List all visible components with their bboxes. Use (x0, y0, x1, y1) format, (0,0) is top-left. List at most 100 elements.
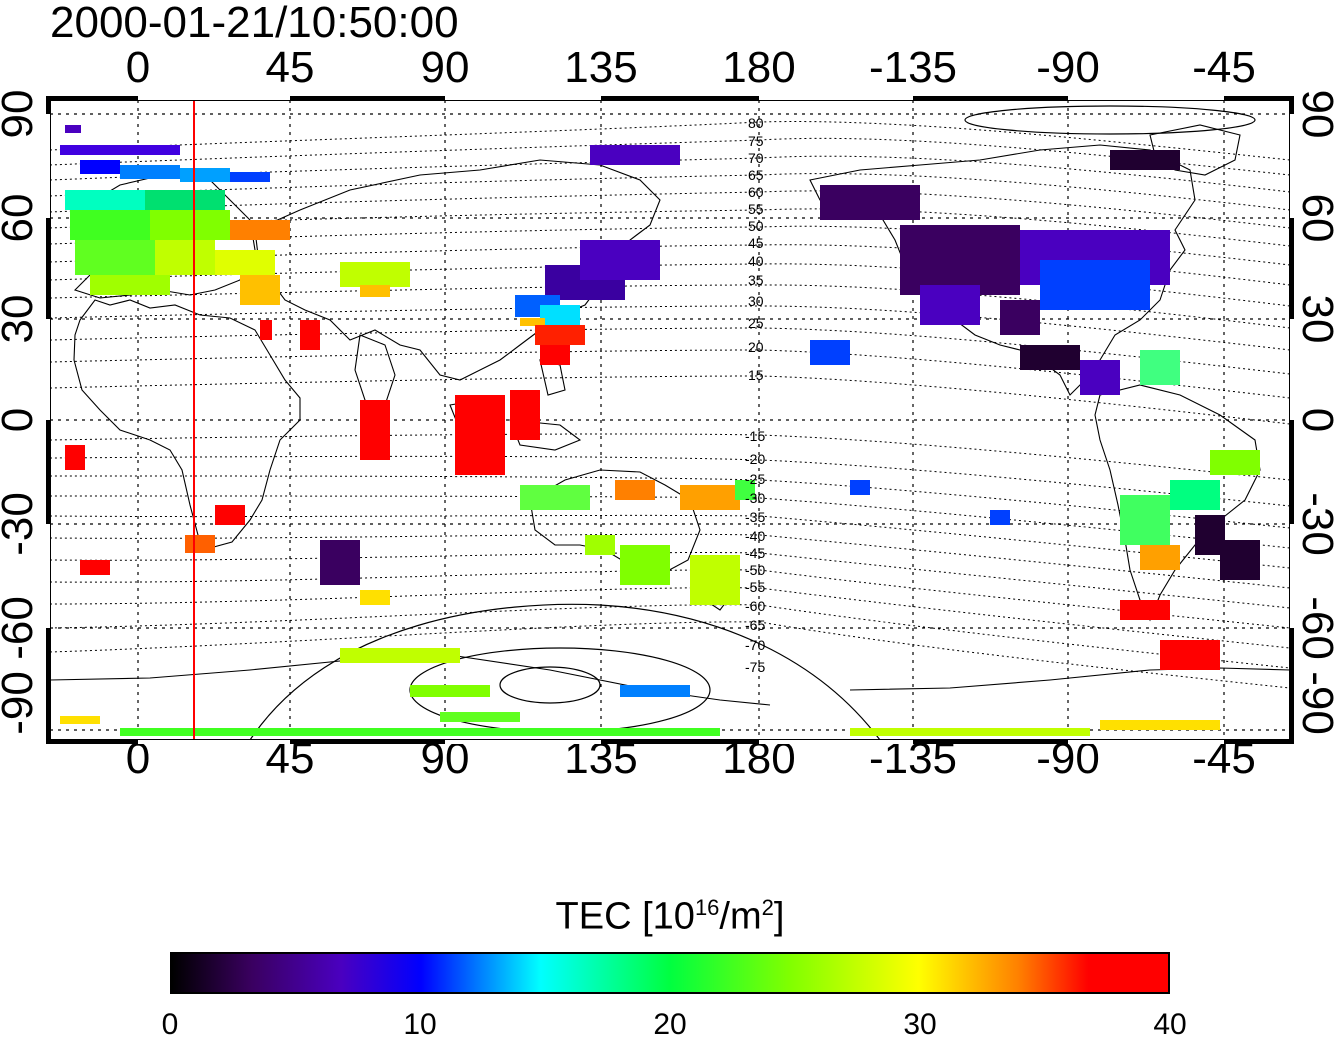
top-lon-tick: -90 (1036, 43, 1100, 92)
tec-cell (1000, 300, 1040, 335)
contour-label: 75 (748, 133, 764, 149)
frame-tick-gaps (46, 96, 1294, 744)
tec-cell (810, 340, 850, 365)
contour-label: -60 (745, 598, 765, 614)
top-lon-tick: -135 (868, 43, 958, 92)
tec-cell (620, 685, 690, 697)
contour-label: -55 (745, 579, 765, 595)
tec-cell (850, 728, 1090, 736)
colorbar-tick: 10 (403, 1008, 437, 1041)
top-lon-tick: 90 (420, 43, 470, 92)
magnetic-contours (50, 121, 1290, 689)
tec-cell (230, 172, 270, 182)
contour-label: -35 (745, 509, 765, 525)
tec-cell (1040, 260, 1150, 310)
contour-label: 40 (748, 253, 764, 269)
contour-label: 15 (748, 367, 764, 383)
colorbar (170, 952, 1170, 994)
contour-label: 20 (748, 339, 764, 355)
colorbar-label-unit-exp: 2 (761, 895, 774, 920)
tec-cell (260, 320, 272, 340)
tec-cell (1160, 640, 1220, 670)
tec-cell (360, 400, 390, 460)
tec-cell (1110, 150, 1180, 170)
contour-label: -30 (745, 490, 765, 506)
tec-cell (230, 220, 290, 240)
tec-cell (150, 210, 230, 240)
contour-label: 45 (748, 235, 764, 251)
colorbar-tick: 40 (1153, 1008, 1187, 1041)
contour-label: 60 (748, 184, 764, 200)
tec-cell (1140, 545, 1180, 570)
tec-cell (1210, 450, 1260, 475)
contour-label: -15 (745, 428, 765, 444)
tec-cell (180, 168, 230, 182)
tec-cell (90, 275, 170, 295)
top-lon-tick: 0 (125, 43, 151, 92)
top-lon-tick: -45 (1192, 43, 1256, 92)
contour-label: 55 (748, 201, 764, 217)
tec-cell (145, 190, 225, 210)
contour-label: 70 (748, 150, 764, 166)
tec-cell (615, 480, 655, 500)
tec-cell (1120, 495, 1170, 545)
contour-label: -25 (745, 471, 765, 487)
tec-cell (155, 240, 215, 275)
tec-cell (240, 275, 280, 305)
colorbar-tick: 30 (903, 1008, 937, 1041)
contour-label: 80 (748, 115, 764, 131)
tec-cell (410, 685, 490, 697)
contour-label: 50 (748, 218, 764, 234)
tec-cell (680, 485, 740, 510)
colorbar-tick: 0 (161, 1008, 179, 1041)
tec-cell (850, 480, 870, 495)
contour-label: -50 (745, 562, 765, 578)
tec-cell (735, 480, 755, 500)
tec-cell (455, 395, 505, 475)
contour-label: -65 (745, 617, 765, 633)
tec-cell (540, 305, 580, 325)
tec-cell (690, 555, 740, 605)
contour-label-group: 80 75 70 65 60 55 50 45 40 35 30 25 20 1… (745, 115, 765, 675)
tec-cell (215, 250, 275, 275)
tec-cell (590, 145, 680, 165)
tec-cell (1120, 600, 1170, 620)
tec-cell (80, 160, 120, 174)
tec-cell (340, 648, 460, 663)
tec-cell (300, 320, 320, 350)
tec-cell (70, 210, 150, 240)
tec-cell (900, 225, 1020, 295)
tec-cell (75, 240, 155, 275)
tec-cell (440, 712, 520, 722)
timestamp-title: 2000-01-21/10:50:00 (50, 0, 459, 47)
contour-label: -70 (745, 637, 765, 653)
colorbar-label-exp: 16 (694, 895, 720, 920)
tec-cell (320, 540, 360, 585)
tec-map: 80 75 70 65 60 55 50 45 40 35 30 25 20 1… (46, 96, 1294, 744)
tec-cell (1220, 540, 1260, 580)
tec-cell (65, 190, 145, 210)
tec-cell (580, 240, 660, 280)
tec-cell (535, 325, 585, 345)
top-lon-tick: 45 (265, 43, 315, 92)
colorbar-label: TEC [1016/m2] (0, 895, 1340, 939)
top-lon-tick: 135 (564, 43, 638, 92)
contour-label: -45 (745, 545, 765, 561)
tec-cell (520, 318, 545, 326)
tec-cell (120, 165, 180, 179)
contour-label: 65 (748, 167, 764, 183)
tec-cell (60, 145, 180, 155)
colorbar-label-close: ] (773, 895, 785, 938)
colorbar-label-unit: /m (719, 895, 762, 938)
tec-cell (80, 560, 110, 575)
colorbar-label-main: TEC [10 (555, 895, 695, 938)
tec-cell (185, 535, 215, 553)
contour-label: -40 (745, 528, 765, 544)
tec-cell (510, 390, 540, 440)
tec-cell (1080, 360, 1120, 395)
coastlines (50, 124, 1290, 706)
tec-cell (1140, 350, 1180, 385)
colorbar-tick: 20 (653, 1008, 687, 1041)
tec-cell (1100, 720, 1220, 730)
tec-cell (360, 590, 390, 605)
